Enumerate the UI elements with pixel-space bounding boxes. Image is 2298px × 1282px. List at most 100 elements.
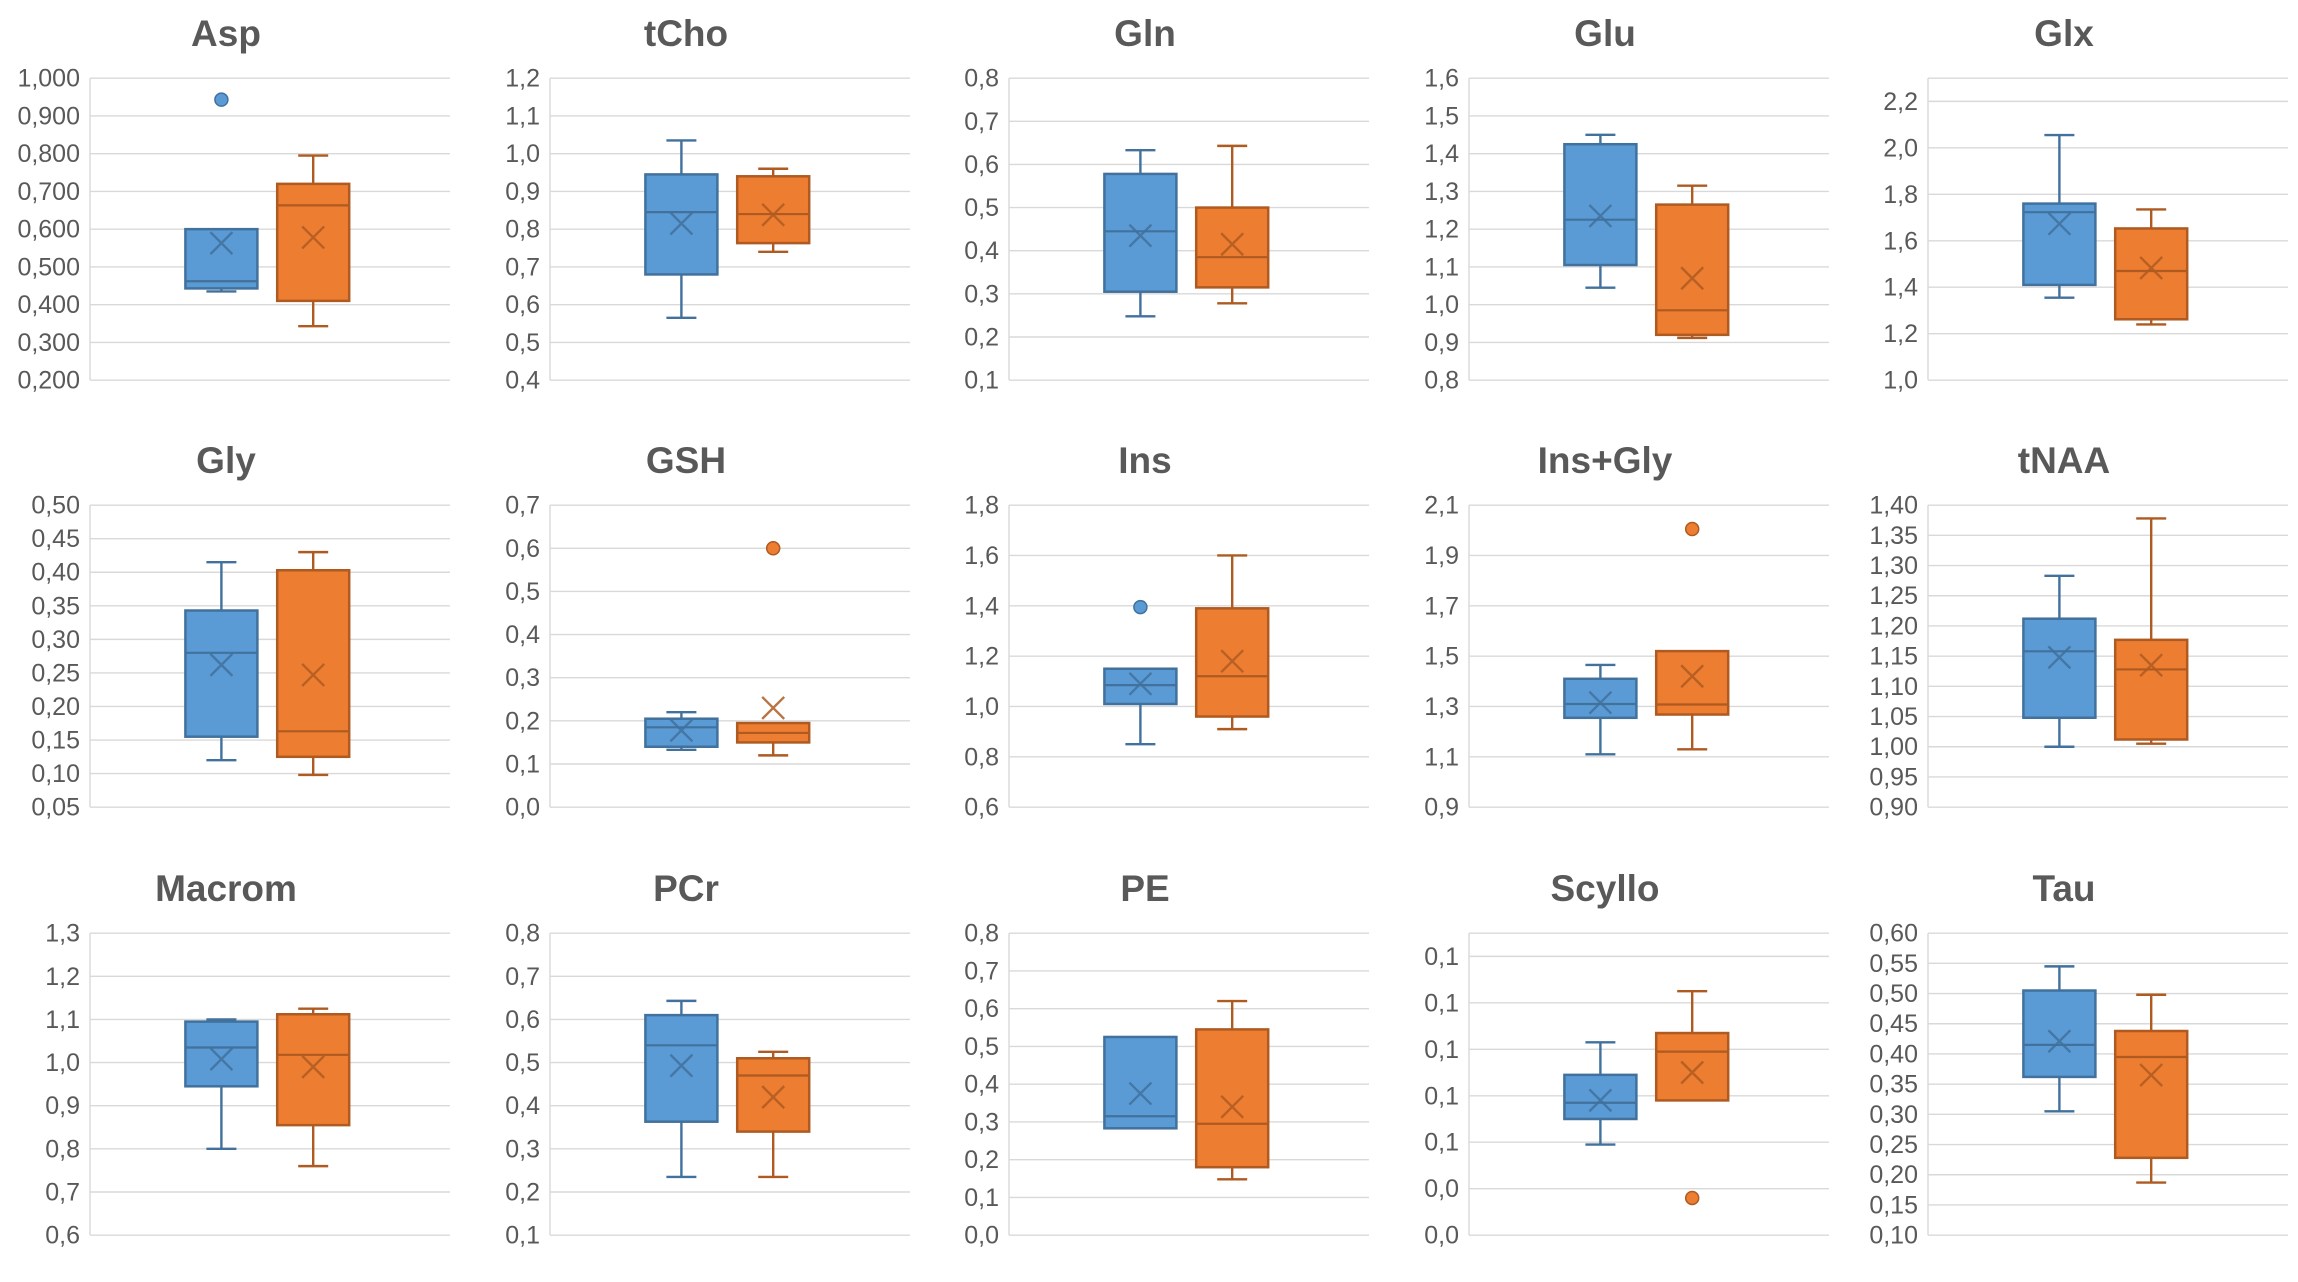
box-blue — [184, 609, 259, 739]
chart-title: Glu — [1574, 13, 1636, 54]
chart-Ins+Gly: Ins+Gly 2,1 1,9 1,7 1,5 1,3 1,1 0,9 — [1379, 427, 1839, 854]
chart-Ins: Ins 1,8 1,6 1,4 1,2 1,0 0,8 0,6 — [919, 427, 1379, 854]
y-tick-label: 0,4 — [964, 237, 999, 265]
box-blue — [643, 1013, 719, 1123]
box-orange — [2114, 638, 2189, 742]
y-tick-label: 2,2 — [1884, 88, 1919, 116]
y-tick-label: 0,50 — [31, 492, 80, 520]
y-tick-label: 1,4 — [1424, 140, 1459, 168]
y-tick-label: 1,0 — [1424, 291, 1459, 319]
y-tick-label: 0,25 — [31, 660, 80, 688]
chart-Scyllo: Scyllo 0,1 0,1 0,1 0,1 0,1 0,0 0,0 — [1379, 855, 1839, 1282]
chart-canvas: GSH 0,7 0,6 0,5 0,4 0,3 0,2 0,1 0,0 — [505, 440, 910, 822]
y-tick-label: 0,8 — [45, 1135, 80, 1163]
y-tick-label: 1,2 — [964, 643, 999, 671]
y-tick-label: 1,6 — [1424, 65, 1459, 93]
chart-canvas: tNAA 1,401,351,30 1,251,201,151,101,05 1,00… — [1870, 440, 2289, 822]
mean-marker-blue — [1128, 672, 1153, 696]
y-tick-label: 1,2 — [505, 65, 540, 93]
y-tick-label: 0,6 — [964, 794, 999, 822]
y-tick-label: 0,7 — [964, 108, 999, 136]
chart-canvas: PE 0,8 0,7 0,6 0,5 0,4 0,3 0,2 0,1 0,0 — [964, 868, 1370, 1249]
y-tick-label: 1,0 — [964, 693, 999, 721]
chart-title: Gln — [1114, 13, 1176, 54]
y-tick-label: 0,10 — [1870, 1221, 1919, 1249]
mean-marker-blue — [2047, 1029, 2072, 1053]
y-tick-label: 0,25 — [1870, 1131, 1919, 1159]
mean-marker-orange — [1680, 266, 1704, 291]
y-tick-label: 0,40 — [1870, 1040, 1919, 1068]
mean-marker-blue — [2047, 645, 2072, 670]
y-tick-label: 1,7 — [1424, 593, 1459, 621]
y-tick-label: 1,40 — [1870, 492, 1919, 520]
y-tick-label: 0,15 — [31, 727, 80, 755]
y-tick-label: 1,3 — [1424, 178, 1459, 206]
chart-Gln: Gln 0,8 0,7 0,6 0,5 0,4 0,3 0,2 0,1 — [919, 0, 1379, 427]
y-tick-label: 0,1 — [1424, 989, 1459, 1017]
chart-canvas: Scyllo 0,1 0,1 0,1 0,1 0,1 0,0 0,0 — [1424, 868, 1829, 1249]
y-tick-label: 0,1 — [1424, 942, 1459, 970]
chart-canvas: Ins+Gly 2,1 1,9 1,7 1,5 1,3 1,1 0,9 — [1424, 440, 1829, 822]
y-tick-label: 1,3 — [1424, 693, 1459, 721]
y-tick-label: 0,8 — [1424, 367, 1459, 395]
chart-title: Scyllo — [1550, 868, 1659, 909]
y-tick-label: 0,1 — [505, 1221, 540, 1249]
y-tick-label: 0,5 — [964, 194, 999, 222]
y-tick-label: 0,0 — [1424, 1221, 1459, 1249]
y-tick-label: 2,1 — [1424, 492, 1459, 520]
y-tick-label: 0,7 — [45, 1178, 80, 1206]
y-tick-label: 0,6 — [45, 1221, 80, 1249]
chart-title: Ins+Gly — [1537, 440, 1672, 481]
y-tick-label: 0,8 — [964, 744, 999, 772]
y-tick-label: 0,95 — [1870, 764, 1919, 792]
chart-title: Tau — [2033, 868, 2096, 909]
y-tick-label: 1,6 — [1884, 227, 1919, 255]
y-tick-label: 0,0 — [505, 794, 540, 822]
y-tick-label: 0,200 — [17, 367, 80, 395]
chart-canvas: tCho 1,2 1,1 1,0 0,9 0,8 0,7 0,6 0,5 0,4 — [505, 13, 910, 395]
mean-marker-blue — [1588, 204, 1613, 228]
outlier-orange — [765, 541, 781, 556]
mean-marker-blue — [1128, 1081, 1153, 1106]
chart-PCr: PCr 0,8 0,7 0,6 0,5 0,4 0,3 0,2 0,1 — [460, 855, 920, 1282]
mean-marker-orange — [1220, 649, 1245, 674]
y-tick-label: 0,35 — [31, 593, 80, 621]
y-tick-label: 0,9 — [45, 1092, 80, 1120]
y-tick-label: 0,15 — [1870, 1191, 1919, 1219]
y-tick-label: 0,5 — [505, 578, 540, 606]
y-tick-label: 0,4 — [505, 367, 540, 395]
chart-title: tCho — [643, 13, 727, 54]
chart-canvas: Asp 1,000 0,900 0,800 0,700 0,600 0,500 0,400 0,… — [17, 13, 450, 395]
y-tick-label: 1,2 — [1884, 320, 1919, 348]
y-tick-label: 1,5 — [1424, 102, 1459, 130]
y-tick-label: 0,5 — [964, 1032, 999, 1060]
y-tick-label: 2,0 — [1884, 134, 1919, 162]
box-orange — [1195, 1027, 1270, 1169]
y-tick-label: 0,1 — [964, 367, 999, 395]
y-tick-label: 1,0 — [1884, 367, 1919, 395]
mean-marker-orange — [760, 696, 785, 721]
y-tick-label: 1,6 — [964, 542, 999, 570]
y-tick-label: 0,20 — [31, 693, 80, 721]
y-tick-label: 1,1 — [1424, 744, 1459, 772]
y-tick-label: 0,2 — [964, 1146, 999, 1174]
chart-title: Ins — [1118, 440, 1171, 481]
chart-tCho: tCho 1,2 1,1 1,0 0,9 0,8 0,7 0,6 0,5 0,4 — [460, 0, 920, 427]
chart-canvas: Tau0,600,550,500,450,400,350,300,250,200… — [1870, 868, 2289, 1249]
y-tick-label: 1,35 — [1870, 522, 1919, 550]
y-tick-label: 1,4 — [1884, 274, 1919, 302]
y-tick-label: 0,1 — [1424, 1128, 1459, 1156]
y-tick-label: 0,7 — [964, 957, 999, 985]
chart-Tau: Tau 0,60 0,55 0,50 0,45 0,40 0,35 0,30 0,25 0,20 0… — [1838, 855, 2298, 1282]
mean-marker-blue — [1588, 691, 1613, 715]
chart-canvas: Glu 1,6 1,5 1,4 1,3 1,2 1,1 1,0 0,9 0,8 — [1424, 13, 1829, 395]
mean-marker-blue — [1128, 223, 1153, 248]
y-tick-label: 1,0 — [505, 140, 540, 168]
mean-marker-orange — [301, 663, 326, 688]
outlier-orange — [1684, 522, 1700, 537]
y-tick-label: 0,5 — [505, 1049, 540, 1077]
outlier-blue — [214, 92, 229, 107]
mean-marker-blue — [1588, 1088, 1613, 1112]
y-tick-label: 1,05 — [1870, 703, 1919, 731]
